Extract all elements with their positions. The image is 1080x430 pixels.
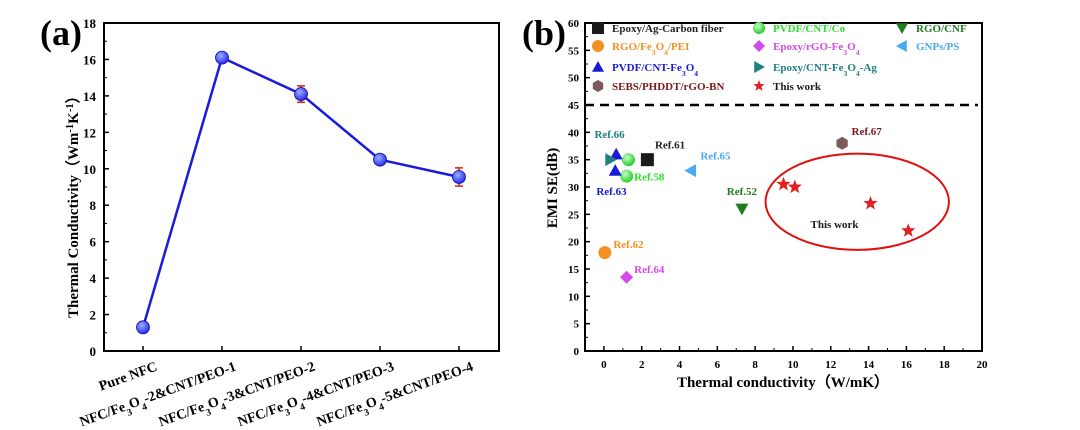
legend-label: Epoxy/rGO-Fe3O4 (773, 41, 860, 57)
data-point-a (136, 320, 150, 335)
legend-label: Epoxy/Ag-Carbon fiber (612, 23, 724, 35)
y-tick-label-b: 45 (568, 100, 580, 112)
y-tick-label-a: 12 (83, 125, 96, 140)
y-tick-label-b: 15 (568, 264, 580, 276)
highlight-ellipse (764, 152, 950, 251)
y-tick-label-b: 25 (568, 209, 580, 221)
data-point-triangle-down (735, 203, 749, 216)
legend-marker-triangle-right (754, 61, 765, 73)
x-tick-label-b: 2 (639, 359, 645, 371)
point-annotation: Ref.52 (727, 186, 758, 198)
legend-label: This work (773, 81, 822, 93)
data-point-triangle-left (684, 164, 697, 178)
plot-frame-a (103, 22, 500, 352)
x-tick-label-b: 16 (901, 359, 913, 371)
legend-label: PVDF/CNT/Co (773, 23, 846, 35)
y-tick-label-a: 14 (83, 89, 97, 104)
y-axis-label-b: EMI SE(dB) (545, 148, 561, 228)
legend-marker-star (753, 80, 765, 91)
x-tick-label-b: 12 (825, 359, 837, 371)
y-tick-label-b: 5 (574, 319, 580, 331)
panel-label-b: (b) (522, 13, 566, 53)
x-tick-label-a: NFC/Fe3O4-5&CNT/PEO-4 (315, 360, 477, 430)
legend-marker-circle (592, 40, 604, 52)
legend-marker-diamond (753, 40, 765, 52)
y-tick-label-b: 35 (568, 155, 580, 167)
y-tick-label-a: 2 (90, 308, 97, 323)
data-point-triangle-right (605, 153, 618, 167)
legend-label: PVDF/CNT-Fe3O4 (612, 62, 698, 78)
point-annotation: Ref.58 (634, 171, 665, 183)
data-point-diamond (620, 270, 634, 284)
data-point-sphere (620, 169, 634, 183)
data-point-a (294, 87, 308, 101)
x-axis-label-b: Thermal conductivity（W/mK） (677, 373, 889, 391)
point-annotation: Ref.63 (596, 186, 627, 198)
y-tick-label-b: 55 (568, 45, 580, 57)
y-tick-label-a: 18 (83, 16, 97, 31)
x-tick-label-b: 20 (977, 359, 989, 371)
y-tick-label-b: 20 (568, 237, 580, 249)
x-tick-label-b: 6 (715, 359, 721, 371)
legend-label: RGO/Fe3O4/PEI (612, 41, 689, 57)
data-point-a (215, 50, 229, 65)
point-annotation: Ref.61 (655, 140, 685, 152)
point-annotation: This work (811, 219, 860, 231)
x-tick-label-b: 10 (787, 359, 799, 371)
y-tick-label-b: 60 (568, 18, 580, 30)
x-tick-label-b: 14 (863, 359, 875, 371)
legend-marker-triangle-down (896, 23, 908, 34)
y-tick-label-a: 0 (90, 344, 97, 359)
data-point-square (640, 153, 654, 167)
data-point-a (373, 152, 387, 167)
legend-label: RGO/CNF (916, 23, 967, 35)
legend-marker-square (592, 22, 604, 34)
point-annotation: Ref.66 (594, 129, 625, 141)
point-annotation: Ref.64 (634, 264, 665, 276)
x-tick-label-b: 18 (939, 359, 951, 371)
data-point-star (901, 223, 916, 237)
y-tick-label-a: 10 (83, 162, 96, 177)
y-tick-label-b: 10 (568, 291, 580, 303)
y-axis-label-a: Thermal Conductivity（Wm-1K-1） (64, 88, 82, 318)
y-tick-label-b: 30 (568, 182, 580, 194)
panel-label-a: (a) (40, 13, 82, 53)
y-tick-label-a: 16 (83, 52, 97, 67)
data-point-a (452, 170, 466, 184)
y-tick-label-a: 6 (90, 235, 97, 250)
point-annotation: Ref.67 (852, 126, 883, 138)
point-annotation: Ref.65 (700, 151, 731, 163)
legend-marker-triangle-left (896, 40, 907, 52)
data-point-triangle-up (608, 164, 622, 176)
data-point-star (863, 195, 878, 210)
y-tick-label-b: 40 (568, 127, 580, 139)
y-tick-label-b: 50 (568, 73, 580, 85)
data-point-hexagon (836, 136, 848, 150)
legend-marker-triangle-up (592, 61, 604, 72)
data-point-sphere (621, 153, 635, 167)
x-tick-label-b: 0 (601, 359, 607, 371)
x-tick-label-b: 4 (677, 359, 683, 371)
data-point-star (787, 179, 802, 194)
legend-label: Epoxy/CNT-Fe3O4-Ag (773, 62, 877, 78)
legend-label: SEBS/PHDDT/rGO-BN (612, 81, 725, 93)
y-tick-label-a: 4 (90, 271, 97, 286)
legend-label: GNPs/PS (916, 41, 959, 53)
y-tick-label-a: 8 (90, 198, 97, 213)
point-annotation: Ref.62 (613, 239, 644, 251)
legend-marker-hexagon (592, 80, 604, 92)
data-point-triangle-up (609, 147, 623, 160)
data-point-star (776, 176, 791, 191)
x-tick-label-b: 8 (752, 359, 758, 371)
data-point-circle (598, 246, 612, 260)
legend-marker-sphere (753, 22, 765, 34)
y-tick-label-b: 0 (574, 346, 580, 358)
